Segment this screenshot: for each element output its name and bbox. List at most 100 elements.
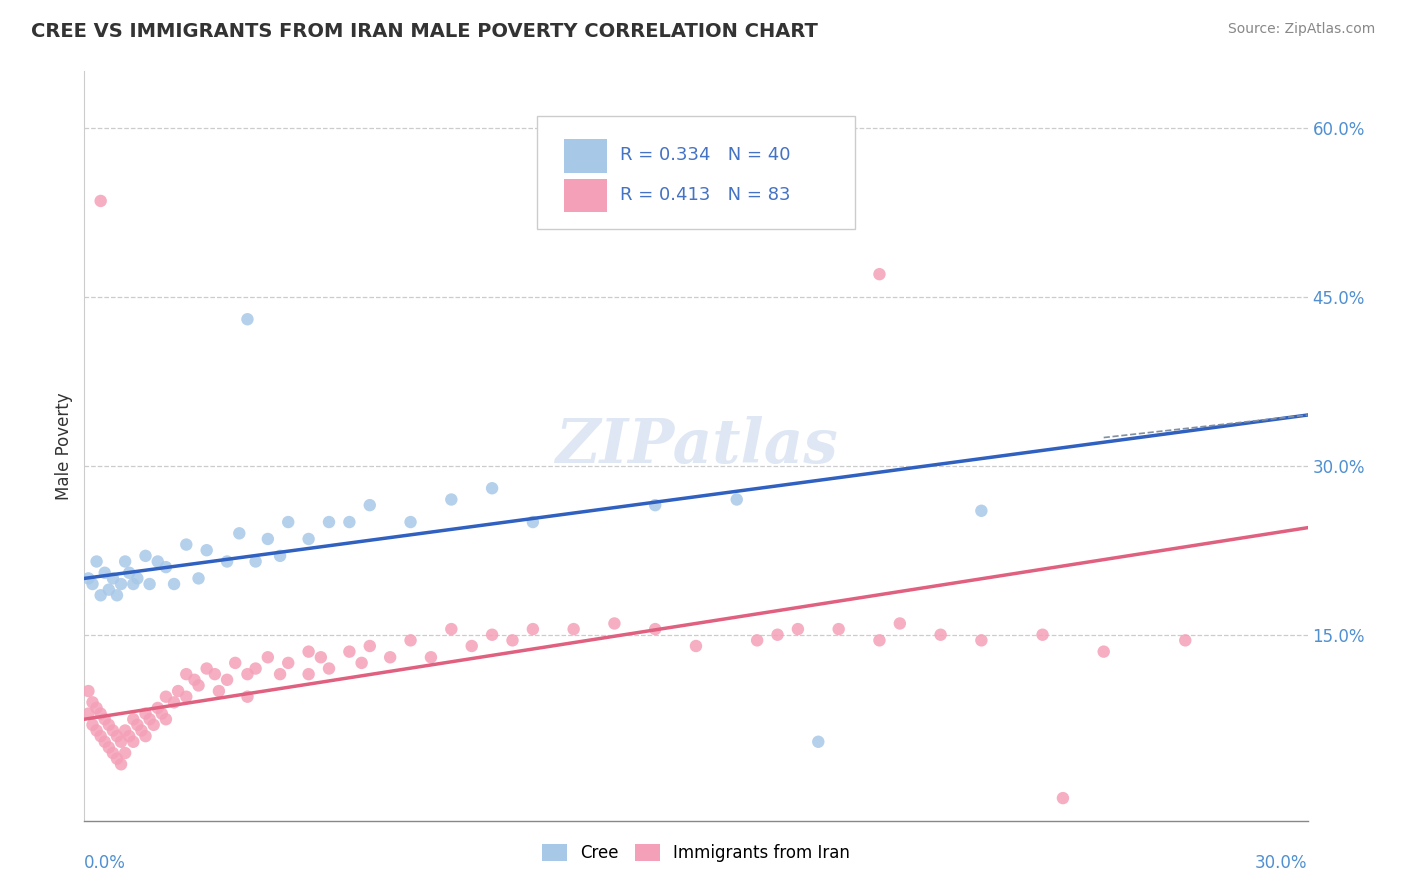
Point bbox=[339, 645, 361, 659]
Point bbox=[93, 566, 115, 580]
Point bbox=[86, 554, 108, 568]
Point bbox=[163, 695, 186, 709]
Point bbox=[155, 690, 177, 704]
Point bbox=[217, 673, 239, 687]
Point bbox=[82, 577, 104, 591]
Text: 0.0%: 0.0% bbox=[84, 855, 127, 872]
Point bbox=[122, 577, 145, 591]
Point bbox=[114, 746, 136, 760]
Point bbox=[101, 723, 124, 738]
Point bbox=[970, 633, 993, 648]
Point bbox=[114, 554, 136, 568]
Point bbox=[318, 661, 340, 675]
Point bbox=[228, 526, 250, 541]
FancyBboxPatch shape bbox=[537, 116, 855, 228]
Text: Source: ZipAtlas.com: Source: ZipAtlas.com bbox=[1227, 22, 1375, 37]
Point bbox=[122, 712, 145, 726]
Point bbox=[644, 498, 666, 512]
Point bbox=[195, 661, 218, 675]
Point bbox=[603, 616, 626, 631]
Point bbox=[766, 628, 789, 642]
Point bbox=[298, 667, 321, 681]
Point bbox=[217, 554, 239, 568]
Point bbox=[869, 267, 891, 281]
Point bbox=[110, 757, 132, 772]
Point bbox=[245, 554, 267, 568]
Point bbox=[93, 712, 115, 726]
Legend: Cree, Immigrants from Iran: Cree, Immigrants from Iran bbox=[534, 837, 858, 869]
Point bbox=[163, 577, 186, 591]
Point bbox=[127, 571, 149, 585]
Point bbox=[889, 616, 911, 631]
Point bbox=[236, 312, 259, 326]
Point bbox=[1032, 628, 1054, 642]
Point bbox=[195, 543, 218, 558]
Text: 30.0%: 30.0% bbox=[1256, 855, 1308, 872]
Point bbox=[440, 622, 463, 636]
Point bbox=[399, 633, 422, 648]
Point bbox=[747, 633, 769, 648]
Point bbox=[481, 628, 503, 642]
Point bbox=[97, 740, 120, 755]
Point bbox=[502, 633, 524, 648]
Point bbox=[359, 639, 381, 653]
Point bbox=[236, 667, 259, 681]
Point bbox=[562, 622, 585, 636]
Point bbox=[105, 588, 128, 602]
Point bbox=[183, 673, 205, 687]
Point bbox=[138, 577, 160, 591]
Point bbox=[77, 706, 100, 721]
Point bbox=[257, 650, 280, 665]
Point bbox=[380, 650, 402, 665]
Point bbox=[105, 729, 128, 743]
Text: CREE VS IMMIGRANTS FROM IRAN MALE POVERTY CORRELATION CHART: CREE VS IMMIGRANTS FROM IRAN MALE POVERT… bbox=[31, 22, 818, 41]
Point bbox=[187, 571, 209, 585]
Point bbox=[298, 645, 321, 659]
Point bbox=[90, 194, 112, 208]
Point bbox=[118, 729, 141, 743]
Point bbox=[90, 729, 112, 743]
Point bbox=[155, 712, 177, 726]
Point bbox=[339, 515, 361, 529]
Point bbox=[277, 656, 299, 670]
Point bbox=[970, 504, 993, 518]
Point bbox=[224, 656, 246, 670]
Point bbox=[110, 577, 132, 591]
Y-axis label: Male Poverty: Male Poverty bbox=[55, 392, 73, 500]
Point bbox=[204, 667, 226, 681]
Point bbox=[787, 622, 810, 636]
Point bbox=[174, 538, 197, 552]
Point bbox=[269, 549, 291, 563]
Point bbox=[114, 723, 136, 738]
Point bbox=[135, 729, 157, 743]
Point bbox=[420, 650, 443, 665]
Point bbox=[146, 701, 169, 715]
Point bbox=[77, 684, 100, 698]
Point bbox=[644, 622, 666, 636]
Point bbox=[155, 560, 177, 574]
Point bbox=[77, 571, 100, 585]
Point bbox=[481, 481, 503, 495]
Text: R = 0.334   N = 40: R = 0.334 N = 40 bbox=[620, 146, 790, 164]
Point bbox=[440, 492, 463, 507]
Point bbox=[318, 515, 340, 529]
Point bbox=[725, 492, 748, 507]
Point bbox=[82, 718, 104, 732]
Point bbox=[101, 571, 124, 585]
Point bbox=[167, 684, 190, 698]
Point bbox=[828, 622, 851, 636]
Point bbox=[869, 633, 891, 648]
Point bbox=[174, 667, 197, 681]
Point bbox=[350, 656, 373, 670]
Point bbox=[110, 735, 132, 749]
Point bbox=[150, 706, 173, 721]
Point bbox=[97, 718, 120, 732]
Point bbox=[174, 690, 197, 704]
Point bbox=[187, 678, 209, 692]
Point bbox=[208, 684, 231, 698]
Point bbox=[257, 532, 280, 546]
Point bbox=[97, 582, 120, 597]
Point bbox=[309, 650, 332, 665]
Point bbox=[105, 752, 128, 766]
Point bbox=[118, 566, 141, 580]
